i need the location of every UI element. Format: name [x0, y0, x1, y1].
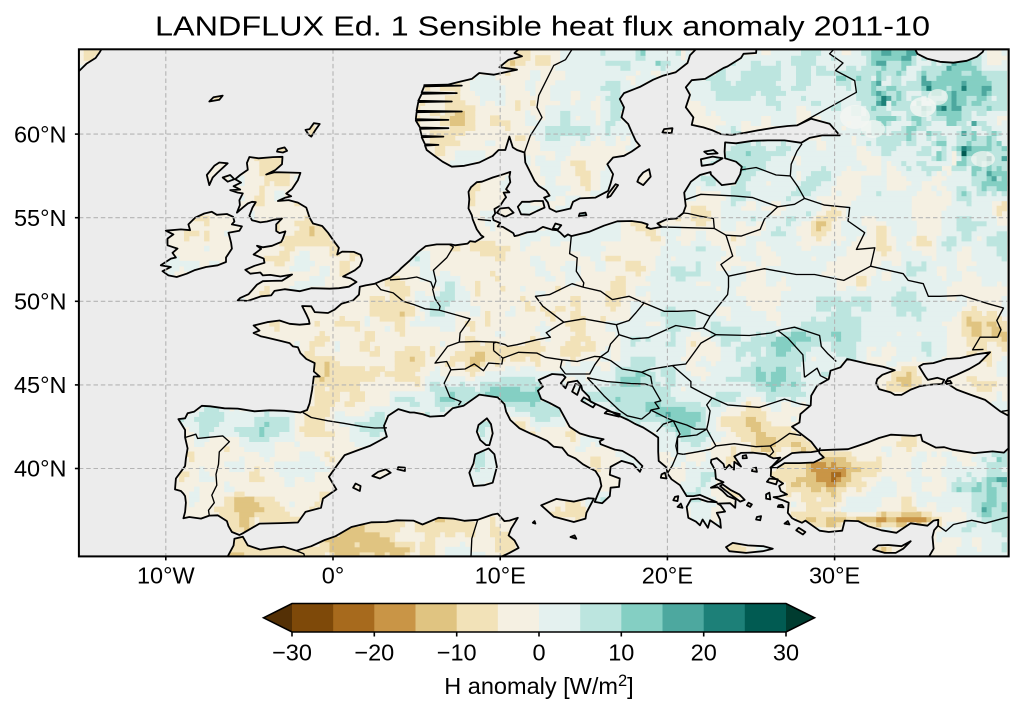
svg-text:20: 20 [691, 640, 717, 666]
svg-text:50°N: 50°N [14, 289, 67, 315]
svg-text:0: 0 [532, 640, 545, 666]
svg-text:H anomaly [W/m2]: H anomaly [W/m2] [444, 672, 633, 699]
svg-text:10°W: 10°W [137, 563, 196, 589]
svg-text:60°N: 60°N [14, 121, 67, 147]
svg-text:−10: −10 [437, 640, 477, 666]
svg-text:45°N: 45°N [14, 372, 67, 398]
svg-text:LANDFLUX Ed. 1 Sensible heat f: LANDFLUX Ed. 1 Sensible heat flux anomal… [155, 10, 930, 41]
svg-text:55°N: 55°N [14, 205, 67, 231]
svg-text:−20: −20 [354, 640, 394, 666]
svg-text:−30: −30 [272, 640, 312, 666]
svg-text:40°N: 40°N [14, 456, 67, 482]
svg-text:30°E: 30°E [809, 563, 860, 589]
svg-text:10°E: 10°E [475, 563, 526, 589]
svg-text:30: 30 [773, 640, 799, 666]
svg-text:0°: 0° [322, 563, 344, 589]
svg-text:10: 10 [608, 640, 634, 666]
svg-text:20°E: 20°E [642, 563, 693, 589]
